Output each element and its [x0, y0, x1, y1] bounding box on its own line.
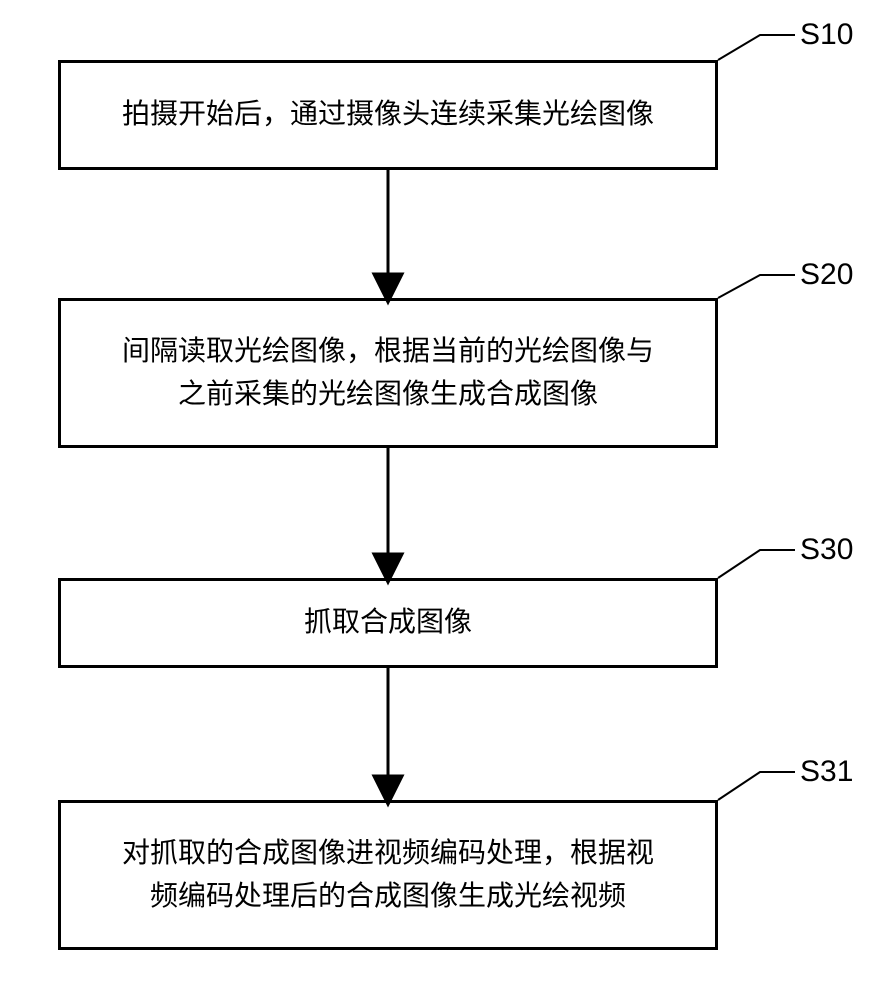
step-label-s20: S20	[800, 258, 853, 292]
step-label-s10: S10	[800, 18, 853, 52]
callout-s31	[718, 772, 795, 800]
flow-node-s31-text: 对抓取的合成图像进视频编码处理，根据视 频编码处理后的合成图像生成光绘视频	[122, 832, 654, 919]
flowchart-canvas: 拍摄开始后，通过摄像头连续采集光绘图像 间隔读取光绘图像，根据当前的光绘图像与 …	[0, 0, 875, 1000]
flow-node-s10-text: 拍摄开始后，通过摄像头连续采集光绘图像	[122, 93, 654, 136]
callout-s30	[718, 550, 795, 578]
flow-node-s20-text: 间隔读取光绘图像，根据当前的光绘图像与 之前采集的光绘图像生成合成图像	[122, 330, 654, 417]
callout-s20	[718, 275, 795, 298]
flow-node-s30: 抓取合成图像	[58, 578, 718, 668]
callout-s10	[718, 35, 795, 60]
flow-node-s30-text: 抓取合成图像	[304, 601, 472, 644]
step-label-s31: S31	[800, 755, 853, 789]
flow-node-s10: 拍摄开始后，通过摄像头连续采集光绘图像	[58, 60, 718, 170]
flow-node-s20: 间隔读取光绘图像，根据当前的光绘图像与 之前采集的光绘图像生成合成图像	[58, 298, 718, 448]
step-label-s30: S30	[800, 533, 853, 567]
flow-node-s31: 对抓取的合成图像进视频编码处理，根据视 频编码处理后的合成图像生成光绘视频	[58, 800, 718, 950]
